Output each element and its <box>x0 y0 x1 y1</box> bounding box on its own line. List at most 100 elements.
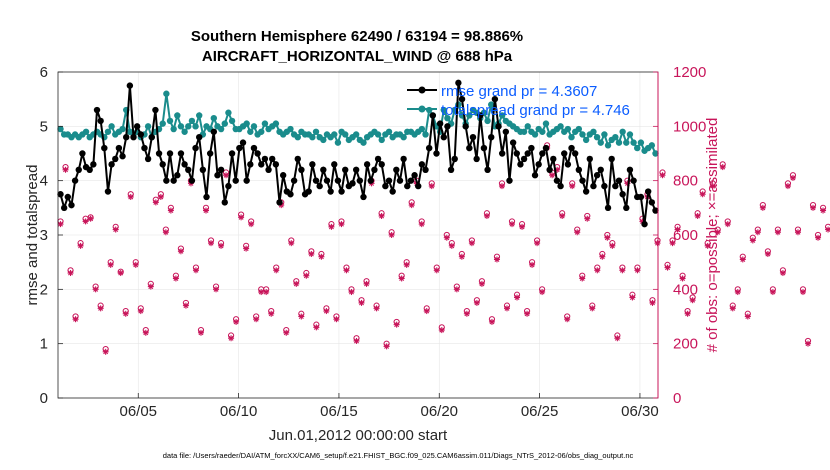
rmse-point <box>338 188 345 195</box>
assimilated-point <box>503 305 510 312</box>
totalspread-point <box>615 139 623 146</box>
rmse-point <box>166 150 174 157</box>
assimilated-point <box>759 204 766 211</box>
assimilated-point-stroke <box>710 183 716 189</box>
rmse-point <box>429 112 437 119</box>
assimilated-point <box>458 253 465 260</box>
assimilated-point <box>102 348 109 355</box>
rmse-point <box>367 177 374 184</box>
assimilated-point-stroke <box>464 311 470 317</box>
rmse-point <box>247 161 254 168</box>
rmse-point <box>152 106 159 114</box>
assimilated-point <box>192 267 199 274</box>
assimilated-point <box>779 270 786 277</box>
assimilated-point-stroke <box>359 300 365 306</box>
assimilated-point-stroke <box>499 183 505 189</box>
totalspread-point <box>440 106 447 114</box>
assimilated-point <box>263 289 270 296</box>
assimilated-point-stroke <box>649 300 655 306</box>
rmse-point <box>517 161 524 168</box>
rmse-point <box>571 150 579 157</box>
assimilated-point <box>614 335 621 342</box>
totalspread-point <box>524 123 531 130</box>
rmse-point <box>199 166 207 173</box>
assimilated-point-stroke <box>103 349 109 355</box>
assimilated-point-stroke <box>790 175 796 181</box>
y-tick-label: 6 <box>40 64 48 81</box>
assimilated-point <box>353 337 360 344</box>
assimilated-point-stroke <box>619 267 625 273</box>
assimilated-point <box>112 226 119 233</box>
assimilated-point-stroke <box>278 202 284 208</box>
rmse-point <box>619 191 626 198</box>
rmse-point <box>469 134 477 141</box>
rmse-point <box>239 139 247 146</box>
rmse-point <box>217 166 225 173</box>
assimilated-point-stroke <box>233 319 239 325</box>
rmse-point <box>331 161 338 168</box>
rmse-point <box>498 150 506 157</box>
rmse-point <box>590 182 597 190</box>
legend: rmse grand pr = 4.3607 totalspread grand… <box>407 83 630 119</box>
assimilated-point-stroke <box>213 286 219 292</box>
rmse-point <box>316 182 323 190</box>
totalspread-point <box>312 128 320 135</box>
rmse-point <box>411 172 418 179</box>
rmse-point <box>644 188 652 195</box>
assimilated-point <box>77 242 84 249</box>
rmse-point <box>57 191 64 198</box>
totalspread-point <box>294 134 301 141</box>
assimilated-point-stroke <box>113 227 119 233</box>
rmse-point <box>323 177 331 184</box>
rmse-point <box>601 182 608 190</box>
assimilated-point <box>288 240 295 247</box>
rmse-point <box>579 177 586 184</box>
totalspread-point <box>593 134 601 141</box>
assimilated-point-stroke <box>685 311 691 317</box>
assimilated-point <box>604 234 611 241</box>
rmse-point <box>170 177 177 184</box>
totalspread-point <box>564 125 572 133</box>
totalspread-point <box>652 150 659 157</box>
rmse-point <box>334 177 342 184</box>
rmse-point <box>604 204 612 212</box>
rmse-point <box>104 188 112 195</box>
assimilated-point <box>689 297 696 304</box>
rmse-point <box>101 144 108 152</box>
totalspread-point <box>170 125 177 133</box>
totalspread-point <box>484 117 491 125</box>
assimilated-point <box>313 324 320 331</box>
assimilated-point-stroke <box>218 243 224 249</box>
rmse-point <box>79 150 86 157</box>
assimilated-point <box>117 270 124 277</box>
x-tick-label: 06/15 <box>320 403 358 420</box>
totalspread-point <box>159 120 166 127</box>
totalspread-point <box>378 136 385 144</box>
totalspread-point <box>422 131 429 138</box>
assimilated-point-stroke <box>389 232 395 238</box>
assimilated-point <box>805 340 811 347</box>
totalspread-point <box>163 90 170 97</box>
assimilated-point <box>734 289 741 296</box>
assimilated-point <box>323 308 330 315</box>
assimilated-point-stroke <box>780 270 786 276</box>
rmse-point <box>396 177 404 184</box>
rmse-point <box>294 155 301 163</box>
rmse-point <box>378 161 385 168</box>
assimilated-point-stroke <box>298 314 304 319</box>
rmse-point <box>188 177 196 184</box>
assimilated-point-stroke <box>825 227 830 233</box>
x-axis-label: Jun.01,2012 00:00:00 start <box>269 427 448 444</box>
assimilated-point <box>729 305 736 312</box>
assimilated-point <box>202 207 209 214</box>
assimilated-point-stroke <box>148 284 154 290</box>
rmse-point <box>586 155 593 163</box>
assimilated-point-stroke <box>108 262 114 268</box>
assimilated-point <box>172 275 179 282</box>
totalspread-point <box>582 136 590 144</box>
assimilated-point-stroke <box>313 324 319 330</box>
assimilated-point <box>514 294 521 301</box>
assimilated-point <box>223 172 230 179</box>
rmse-point <box>261 155 269 163</box>
assimilated-point <box>338 221 345 228</box>
